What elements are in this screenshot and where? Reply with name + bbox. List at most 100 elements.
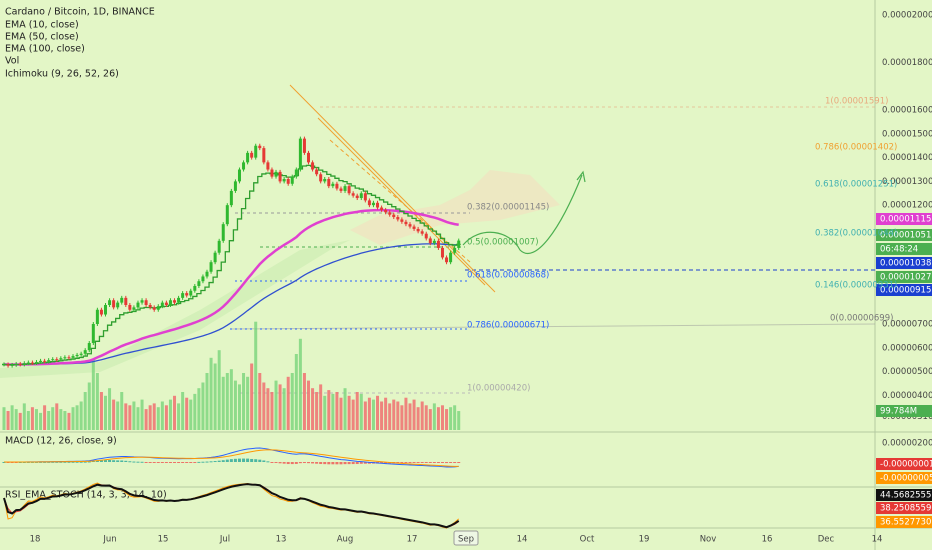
macd-histogram — [140, 461, 144, 463]
indicator-label: Vol — [5, 56, 19, 67]
macd-histogram — [424, 462, 428, 463]
price-tick-label: 0.00000600 — [882, 343, 932, 353]
volume-bar — [400, 405, 404, 430]
candle — [156, 306, 160, 310]
macd-histogram — [51, 461, 55, 463]
macd-histogram — [290, 462, 294, 465]
candle — [213, 252, 217, 263]
volume-bar — [323, 395, 327, 430]
candle — [128, 304, 132, 310]
volume-bar — [282, 388, 286, 430]
fib-label: 0.382(0.00001044) — [815, 229, 897, 239]
volume-bar — [294, 354, 298, 430]
price-badge-label: 0.00001027 — [880, 273, 931, 283]
candle — [217, 240, 221, 253]
candle — [392, 214, 396, 218]
volume-bar — [367, 397, 371, 430]
price-badge — [876, 257, 932, 269]
volume-bar — [412, 399, 416, 430]
volume-bar — [201, 382, 205, 430]
candle — [181, 293, 185, 298]
macd-histogram — [262, 460, 266, 462]
candle — [432, 240, 436, 244]
macd-histogram — [347, 462, 351, 465]
indicator-label: EMA (100, close) — [5, 44, 85, 55]
time-tick-label: Aug — [337, 535, 354, 545]
volume-bar — [6, 411, 10, 430]
volume-bar — [311, 388, 315, 430]
volume-bar — [2, 407, 6, 430]
volume-bar — [449, 407, 453, 430]
macd-histogram — [343, 462, 347, 465]
volume-bar — [108, 388, 112, 430]
candle — [55, 359, 59, 361]
fib-label: 0.382(0.00001145) — [467, 203, 549, 213]
macd-histogram — [95, 460, 99, 462]
volume-bar — [371, 399, 375, 430]
volume-bar — [420, 401, 424, 430]
price-badge — [876, 472, 932, 484]
volume-bar — [83, 392, 87, 430]
volume-bar — [351, 399, 355, 430]
volume-bar — [246, 376, 250, 430]
volume-bar — [209, 357, 213, 430]
macd-histogram — [120, 460, 124, 462]
macd-histogram — [400, 462, 404, 464]
candle — [221, 224, 225, 241]
signal-line — [3, 449, 459, 467]
macd-histogram — [83, 461, 87, 463]
ichimoku-cloud — [350, 170, 560, 245]
macd-histogram — [59, 461, 63, 463]
candle — [233, 181, 237, 191]
volume-bar — [99, 392, 103, 430]
time-tick-label: 18 — [30, 535, 41, 545]
volume-bar — [315, 392, 319, 430]
macd-histogram — [315, 462, 319, 464]
volume-bar — [10, 405, 14, 430]
candle — [22, 363, 26, 365]
price-badge — [876, 213, 932, 225]
fib-label: 0.786(0.00000671) — [467, 321, 549, 331]
candle — [108, 300, 112, 305]
volume-bar — [453, 405, 457, 430]
candle — [34, 362, 38, 364]
candle — [67, 357, 71, 359]
candle — [79, 353, 83, 355]
volume-bar — [43, 405, 47, 430]
candle — [307, 152, 310, 163]
candle — [242, 162, 246, 170]
candle — [63, 357, 67, 359]
candle — [440, 247, 444, 258]
macd-histogram — [242, 458, 246, 462]
candle — [132, 307, 136, 310]
macd-histogram — [453, 462, 457, 463]
candle — [10, 364, 14, 366]
candle — [2, 364, 6, 366]
price-tick-label: 0.00002000 — [882, 11, 932, 21]
candle — [136, 302, 140, 308]
macd-histogram — [246, 458, 250, 462]
macd-histogram — [307, 462, 310, 464]
macd-histogram — [319, 462, 323, 465]
price-tick-label: 0.00000500 — [882, 367, 932, 377]
candle — [436, 240, 440, 248]
price-tick-label: 0.00001500 — [882, 129, 932, 139]
price-badge — [876, 489, 932, 501]
volume-bar — [55, 403, 59, 430]
indicator-label: Ichimoku (9, 26, 52, 26) — [5, 69, 119, 80]
macd-histogram — [144, 462, 148, 463]
candle — [201, 276, 205, 282]
volume-bar — [177, 403, 181, 430]
price-tick-label: 0.00001400 — [882, 153, 932, 163]
volume-bar — [424, 405, 428, 430]
macd-histogram — [189, 462, 193, 463]
candle — [400, 219, 404, 222]
fib-label: 0.618(0.00001251) — [815, 180, 897, 190]
volume-bar — [250, 363, 254, 430]
macd-histogram — [327, 462, 331, 465]
pane-title: MACD (12, 26, close, 9) — [5, 436, 117, 447]
macd-histogram — [298, 462, 302, 464]
price-tick-label: 0.00001800 — [882, 58, 932, 68]
volume-bar — [290, 373, 294, 430]
